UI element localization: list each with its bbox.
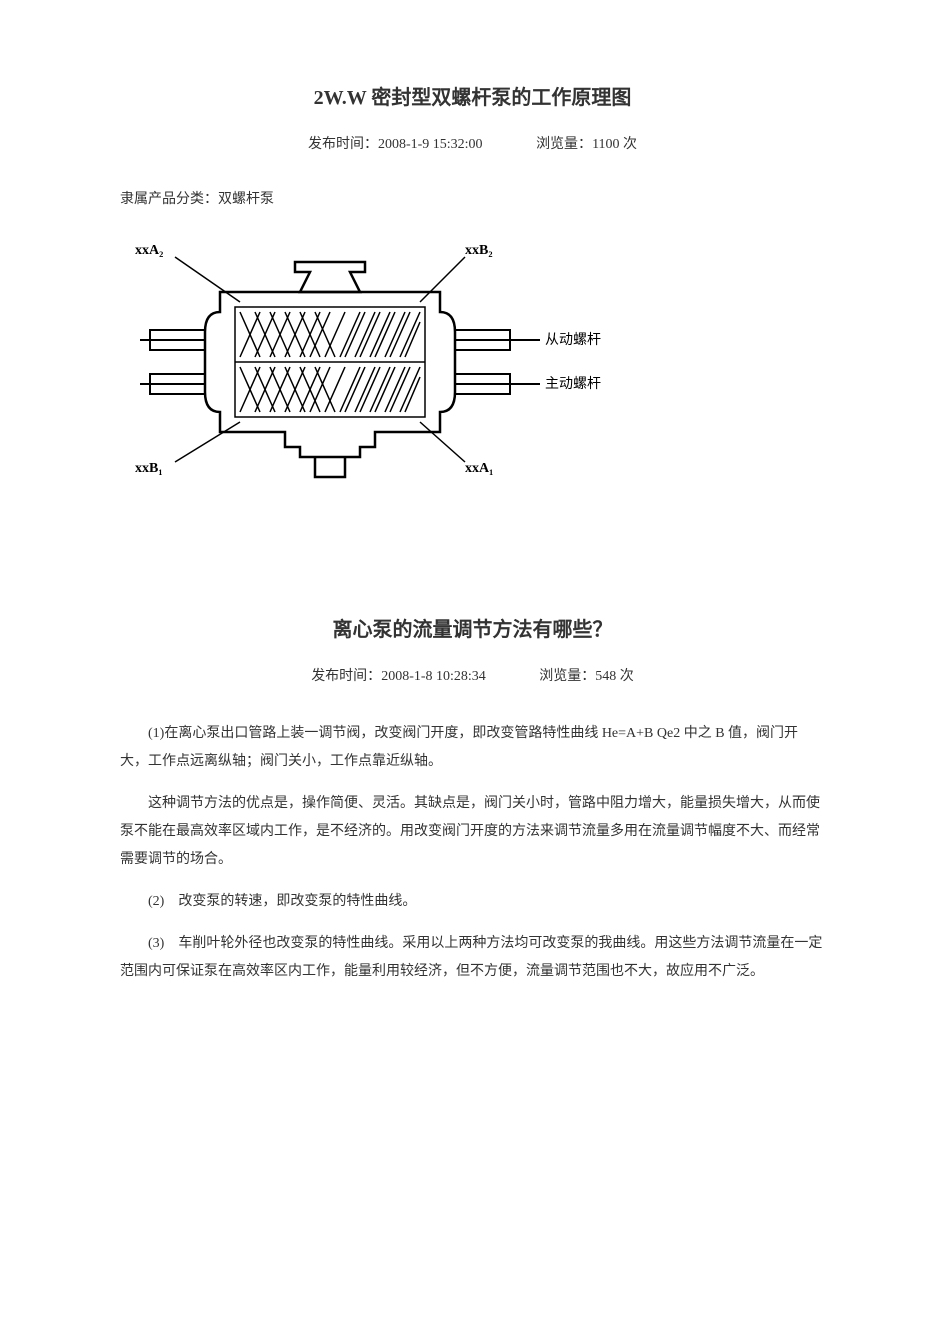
views-label: 浏览量：: [539, 669, 595, 684]
views-value: 1100 次: [592, 137, 637, 152]
publish-label: 发布时间：: [311, 669, 381, 684]
publish-value: 2008-1-8 10:28:34: [381, 669, 486, 684]
article-2-publish-time: 发布时间：2008-1-8 10:28:34: [311, 664, 486, 689]
publish-value: 2008-1-9 15:32:00: [378, 137, 483, 152]
paragraph-3: (2) 改变泵的转速，即改变泵的特性曲线。: [120, 888, 825, 916]
paragraph-2: 这种调节方法的优点是，操作简便、灵活。其缺点是，阀门关小时，管路中阻力增大，能量…: [120, 790, 825, 874]
pump-diagram: xxA₂ xxB₂ xxB₁ xxA₁ 从动螺杆 主动螺杆: [120, 232, 825, 492]
article-2-views: 浏览量：548 次: [539, 664, 634, 689]
article-1: 2W.W 密封型双螺杆泵的工作原理图 发布时间：2008-1-9 15:32:0…: [120, 80, 825, 492]
article-1-title: 2W.W 密封型双螺杆泵的工作原理图: [120, 80, 825, 116]
article-2: 离心泵的流量调节方法有哪些？ 发布时间：2008-1-8 10:28:34 浏览…: [120, 612, 825, 985]
article-1-publish-time: 发布时间：2008-1-9 15:32:00: [308, 132, 483, 157]
views-label: 浏览量：: [536, 137, 592, 152]
article-2-meta: 发布时间：2008-1-8 10:28:34 浏览量：548 次: [120, 664, 825, 689]
diagram-label-lower-rotor: 主动螺杆: [545, 376, 601, 392]
paragraph-1: (1)在离心泵出口管路上装一调节阀，改变阀门开度，即改变管路特性曲线 He=A+…: [120, 720, 825, 776]
diagram-label-bottom-right: xxA₁: [465, 461, 493, 476]
category-line: 隶属产品分类：双螺杆泵: [120, 187, 825, 212]
category-value: 双螺杆泵: [218, 192, 274, 207]
diagram-label-upper-rotor: 从动螺杆: [545, 332, 601, 348]
article-2-title: 离心泵的流量调节方法有哪些？: [120, 612, 825, 648]
publish-label: 发布时间：: [308, 137, 378, 152]
paragraph-4: (3) 车削叶轮外径也改变泵的特性曲线。采用以上两种方法均可改变泵的我曲线。用这…: [120, 930, 825, 986]
diagram-label-top-right: xxB₂: [465, 243, 493, 258]
diagram-label-bottom-left: xxB₁: [135, 461, 163, 476]
article-1-views: 浏览量：1100 次: [536, 132, 637, 157]
article-2-body: (1)在离心泵出口管路上装一调节阀，改变阀门开度，即改变管路特性曲线 He=A+…: [120, 720, 825, 986]
diagram-label-top-left: xxA₂: [135, 243, 163, 258]
views-value: 548 次: [595, 669, 634, 684]
article-1-meta: 发布时间：2008-1-9 15:32:00 浏览量：1100 次: [120, 132, 825, 157]
category-label: 隶属产品分类：: [120, 192, 218, 207]
pump-diagram-svg: xxA₂ xxB₂ xxB₁ xxA₁ 从动螺杆 主动螺杆: [120, 232, 620, 492]
